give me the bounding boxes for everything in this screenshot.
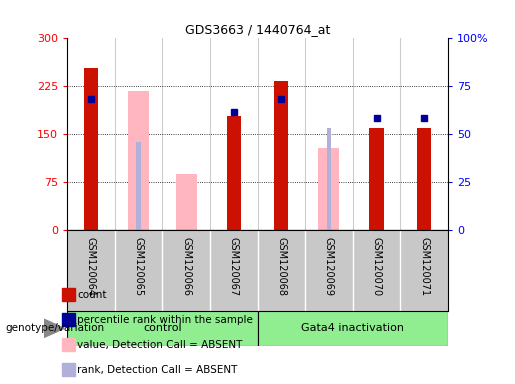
Text: GSM120064: GSM120064 (86, 237, 96, 296)
Bar (327, 128, 331, 230)
Bar (128, 91, 149, 230)
Text: GSM120071: GSM120071 (419, 237, 429, 296)
Bar (227, 116, 241, 230)
Title: GDS3663 / 1440764_at: GDS3663 / 1440764_at (185, 23, 330, 36)
Bar (274, 81, 288, 230)
Text: rank, Detection Call = ABSENT: rank, Detection Call = ABSENT (77, 365, 237, 375)
Text: GSM120067: GSM120067 (229, 237, 238, 296)
Bar (176, 174, 197, 230)
Bar (83, 68, 98, 230)
Text: genotype/variation: genotype/variation (5, 323, 104, 333)
Text: control: control (143, 323, 182, 333)
Text: GSM120065: GSM120065 (133, 237, 143, 296)
Text: percentile rank within the sample: percentile rank within the sample (77, 315, 253, 325)
Text: GSM120068: GSM120068 (277, 237, 286, 296)
Bar (67, 311, 258, 346)
Bar (369, 128, 384, 230)
Text: Gata4 inactivation: Gata4 inactivation (301, 323, 404, 333)
Text: GSM120066: GSM120066 (181, 237, 191, 296)
Bar (136, 142, 141, 230)
Text: count: count (77, 290, 107, 300)
Text: value, Detection Call = ABSENT: value, Detection Call = ABSENT (77, 340, 243, 350)
Text: GSM120070: GSM120070 (372, 237, 382, 296)
Polygon shape (44, 319, 64, 338)
Bar (258, 311, 448, 346)
Text: GSM120069: GSM120069 (324, 237, 334, 296)
Bar (417, 128, 432, 230)
Bar (318, 149, 339, 230)
